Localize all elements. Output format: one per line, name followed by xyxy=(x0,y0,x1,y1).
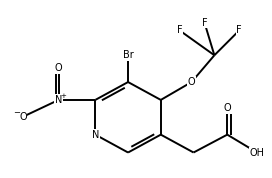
Text: Br: Br xyxy=(123,50,134,60)
Text: OH: OH xyxy=(249,148,265,158)
Text: +: + xyxy=(61,93,67,99)
Text: O: O xyxy=(55,63,62,73)
Text: F: F xyxy=(177,25,183,35)
Text: N: N xyxy=(92,130,99,140)
Text: −: − xyxy=(13,108,20,117)
Text: O: O xyxy=(188,77,195,87)
Text: O: O xyxy=(19,112,27,122)
Text: O: O xyxy=(224,103,231,113)
Text: N: N xyxy=(55,95,62,105)
Text: F: F xyxy=(202,17,207,28)
Text: F: F xyxy=(236,25,242,35)
